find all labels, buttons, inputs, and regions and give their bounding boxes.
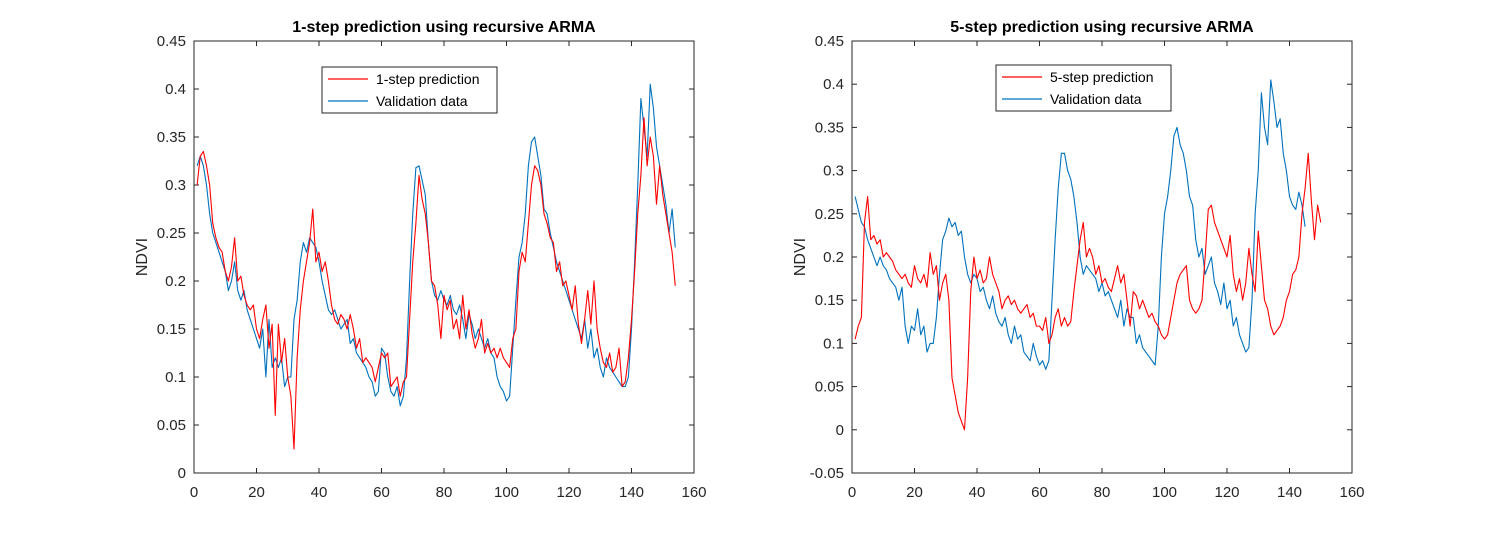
right-legend-box	[995, 64, 1172, 112]
left-x-tick-label: 100	[494, 484, 519, 501]
left-ticks: 0 20 40 60 80 100 120 140 160 0 0.05 0.1 0.15 0.2 0.25…	[157, 33, 707, 501]
left-x-tick-label: 80	[436, 484, 453, 501]
right-series-line-validation	[854, 79, 1306, 370]
right-x-tick-label: 0	[848, 484, 856, 501]
right-y-tick-label: 0.2	[823, 249, 844, 266]
left-y-tick-label: 0.45	[157, 33, 186, 50]
right-series-line-prediction	[854, 152, 1322, 431]
right-y-tick-label: 0.1	[823, 335, 844, 352]
left-x-tick-label: 40	[311, 484, 328, 501]
left-x-tick-label: 20	[248, 484, 265, 501]
right-series	[854, 79, 1322, 431]
right-y-tick-label: 0.45	[815, 33, 844, 50]
left-series-line-prediction	[196, 117, 676, 450]
right-x-tick-label: 140	[1277, 484, 1302, 501]
left-x-tick-label: 120	[556, 484, 581, 501]
left-x-tick-label: 140	[619, 484, 644, 501]
right-y-tick-label: 0.35	[815, 119, 844, 136]
left-x-tick-label: 160	[681, 484, 706, 501]
right-x-tick-label: 100	[1152, 484, 1177, 501]
right-y-tick-label: 0.3	[823, 163, 844, 180]
right-x-tick-label: 40	[969, 484, 986, 501]
left-y-tick-label: 0	[178, 465, 186, 482]
left-y-tick-label: 0.2	[165, 273, 186, 290]
left-x-tick-label: 60	[373, 484, 390, 501]
right-legend-label-validation: Validation data	[1050, 91, 1142, 107]
right-legend-label-prediction: 5-step prediction	[1050, 69, 1154, 85]
left-legend-label-validation: Validation data	[376, 93, 468, 109]
left-plot: 0 20 40 60 80 100 120 140 160 0 0.05 0.1 0.15 0.2 0.25…	[134, 19, 707, 501]
left-legend-box	[321, 66, 498, 114]
right-x-tick-label: 160	[1339, 484, 1364, 501]
right-x-tick-label: 60	[1031, 484, 1048, 501]
left-x-tick-label: 0	[190, 484, 198, 501]
left-y-tick-label: 0.35	[157, 129, 186, 146]
right-y-tick-label: 0.05	[815, 379, 844, 396]
right-plot: 0 20 40 60 80 100 120 140 160-0.0500.050.10.150.…	[792, 19, 1365, 501]
right-chart-title: 5-step prediction using recursive ARMA	[950, 19, 1254, 36]
right-y-tick-label: 0.25	[815, 206, 844, 223]
right-x-tick-label: 20	[906, 484, 923, 501]
left-series	[196, 83, 676, 450]
right-y-axis-label: NDVI	[792, 238, 809, 276]
right-y-tick-label: 0.4	[823, 76, 844, 93]
right-x-tick-label: 120	[1214, 484, 1239, 501]
right-y-tick-label: 0.15	[815, 292, 844, 309]
left-legend: 1-step prediction Validation data	[321, 66, 498, 114]
left-y-tick-label: 0.3	[165, 177, 186, 194]
left-y-tick-label: 0.05	[157, 417, 186, 434]
left-y-tick-label: 0.25	[157, 225, 186, 242]
left-y-tick-label: 0.1	[165, 369, 186, 386]
right-y-tick-label: 0	[836, 422, 844, 439]
left-chart-title: 1-step prediction using recursive ARMA	[292, 19, 596, 36]
left-legend-label-prediction: 1-step prediction	[376, 71, 480, 87]
left-y-tick-label: 0.4	[165, 81, 186, 98]
right-ticks: 0 20 40 60 80 100 120 140 160-0.0500.050.10.150.…	[810, 33, 1365, 501]
left-y-axis-label: NDVI	[134, 238, 151, 276]
right-x-tick-label: 80	[1094, 484, 1111, 501]
right-legend: 5-step prediction Validation data	[995, 64, 1172, 112]
left-y-tick-label: 0.15	[157, 321, 186, 338]
right-y-tick-label: -0.05	[810, 465, 844, 482]
